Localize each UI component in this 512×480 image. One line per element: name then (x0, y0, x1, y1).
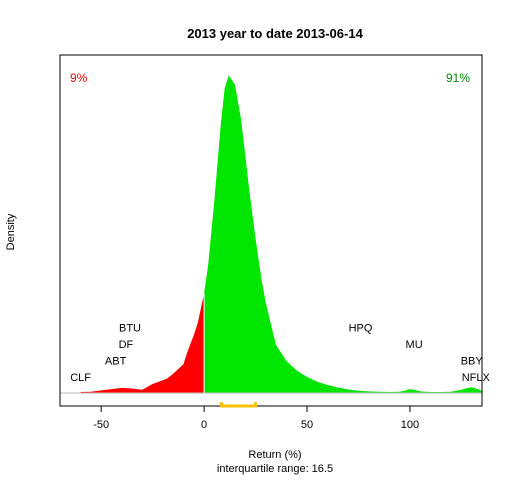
ticker-label-nflx: NFLX (462, 372, 491, 384)
x-tick-label: 0 (201, 419, 207, 431)
density-layer (60, 75, 482, 394)
x-axis-label: Return (%) (248, 449, 301, 461)
x-axis: -50 0 50 100 (93, 406, 419, 431)
ticker-label-bby: BBY (461, 356, 484, 368)
ticker-label-abt: ABT (105, 356, 127, 368)
iqr-bracket (220, 402, 258, 408)
ticker-label-btu: BTU (119, 323, 141, 335)
negative-percentage-label: 9% (70, 71, 88, 85)
positive-percentage-label: 91% (446, 71, 470, 85)
y-axis-label: Density (5, 213, 17, 250)
x-tick-label: -50 (93, 419, 109, 431)
chart-subtitle: interquartile range: 16.5 (217, 463, 333, 475)
plot-box (59, 54, 483, 407)
ticker-label-mu: MU (406, 339, 423, 351)
x-tick-label: 100 (401, 419, 419, 431)
ticker-label-clf: CLF (70, 372, 91, 384)
positive-density-area (204, 75, 482, 393)
annotation-layer: CLF ABT DF BTU HPQ MU BBY NFLX (70, 323, 490, 385)
chart-title: 2013 year to date 2013-06-14 (187, 26, 363, 41)
ticker-label-hpq: HPQ (349, 323, 373, 335)
x-tick-label: 50 (301, 419, 313, 431)
iqr-bracket-mark (220, 402, 258, 408)
negative-density-area (80, 293, 205, 393)
ticker-label-df: DF (119, 339, 134, 351)
